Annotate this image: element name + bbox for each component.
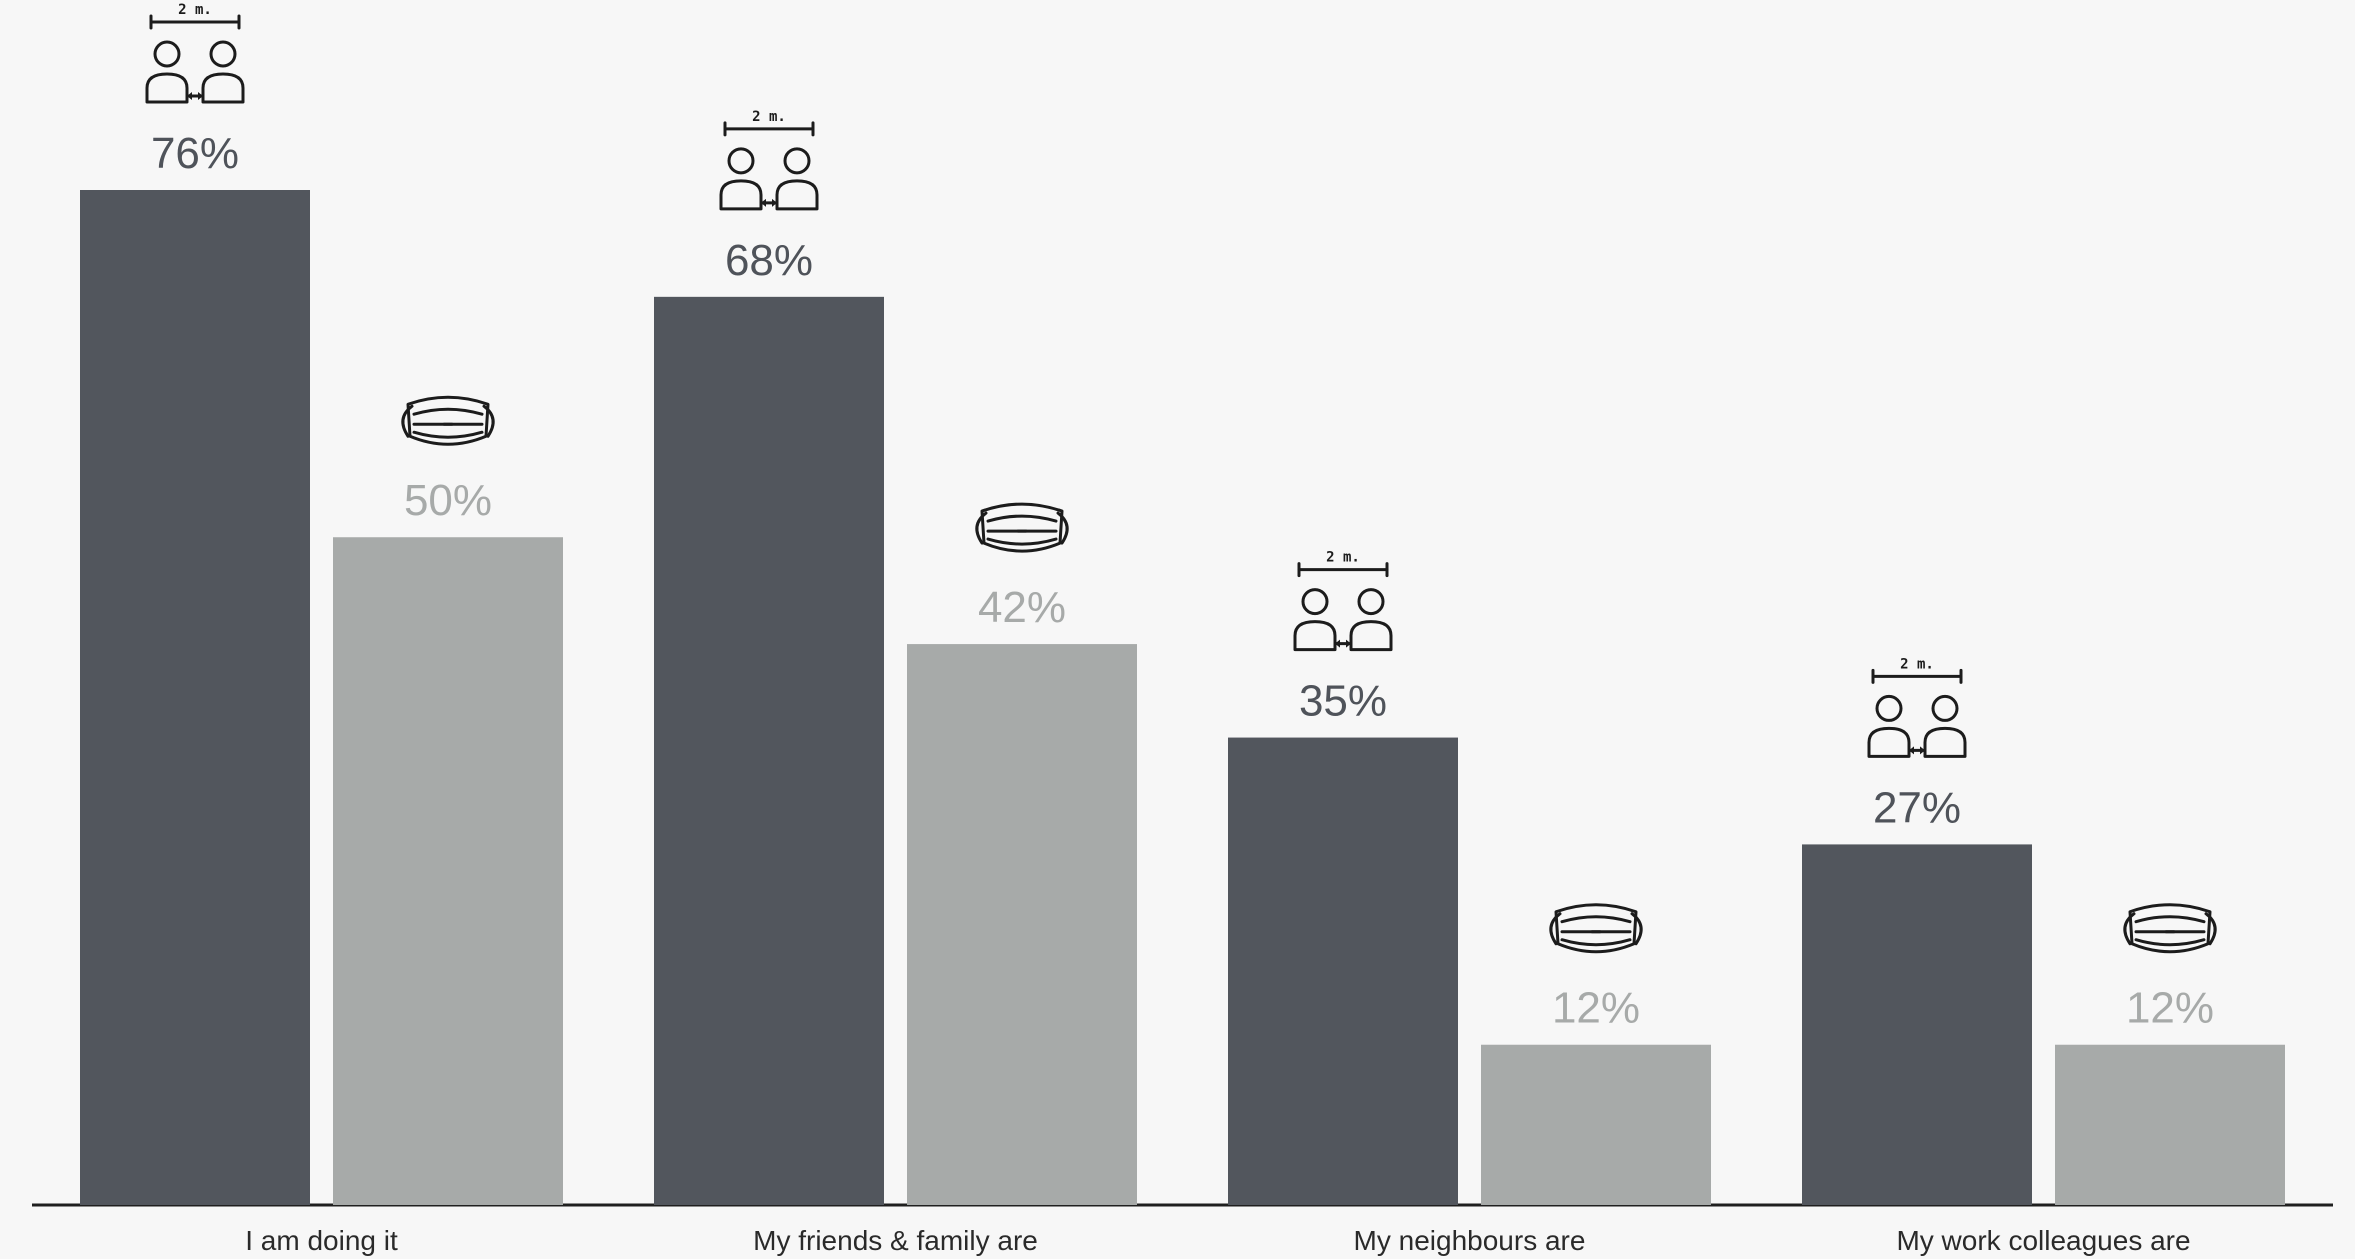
category-label-4: My work colleagues are [1896, 1225, 2190, 1256]
bar-series2-2 [907, 644, 1137, 1205]
value-label-series2-1: 50% [404, 476, 492, 525]
category-label-2: My friends & family are [753, 1225, 1038, 1256]
face-mask-icon-1 [401, 395, 495, 446]
value-label-series2-3: 12% [1552, 984, 1640, 1033]
bar-series2-1 [333, 537, 563, 1205]
face-mask-icon-4 [2123, 903, 2217, 954]
bar-series1-3 [1228, 737, 1458, 1205]
face-mask-icon-3 [1549, 903, 1643, 954]
bar-series2-3 [1481, 1044, 1711, 1205]
category-label-3: My neighbours are [1354, 1225, 1586, 1256]
bar-series1-2 [654, 296, 884, 1205]
svg-text:2 m.: 2 m. [1326, 550, 1360, 566]
value-label-series1-3: 35% [1299, 677, 1387, 726]
bar-series1-4 [1802, 844, 2032, 1205]
social-distance-icon-3: 2 m. [1293, 550, 1393, 652]
face-mask-icon-2 [975, 502, 1069, 553]
svg-text:2 m.: 2 m. [1900, 656, 1934, 672]
social-distance-icon-1: 2 m. [145, 2, 245, 104]
value-label-series2-4: 12% [2126, 984, 2214, 1033]
svg-text:2 m.: 2 m. [178, 2, 212, 18]
social-distance-icon-2: 2 m. [719, 109, 819, 211]
value-label-series1-2: 68% [725, 236, 813, 285]
category-label-1: I am doing it [245, 1225, 398, 1256]
value-label-series1-4: 27% [1873, 783, 1961, 832]
bar-series1-1 [80, 190, 310, 1205]
social-distance-icon-4: 2 m. [1867, 656, 1967, 758]
value-label-series1-1: 76% [151, 129, 239, 178]
svg-text:2 m.: 2 m. [752, 109, 786, 125]
bar-series2-4 [2055, 1044, 2285, 1205]
value-label-series2-2: 42% [978, 583, 1066, 632]
